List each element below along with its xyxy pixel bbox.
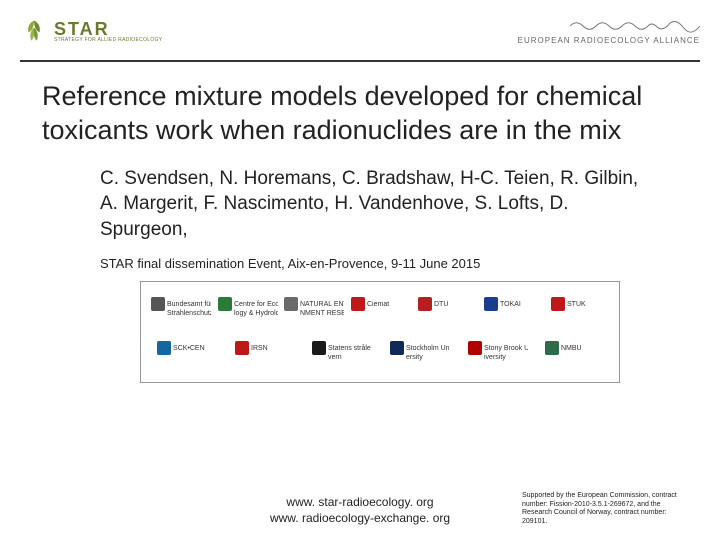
star-leaf-icon [20,17,48,45]
logos-row-2: SCK•CEN IRSN Statens stråle vern Stockholm U… [149,332,611,376]
svg-text:ersity: ersity [406,354,423,361]
partner-logo-statens: Statens stråle vern [304,332,378,376]
era-logo: EUROPEAN RADIOECOLOGY ALLIANCE [518,17,700,45]
partner-logo-stuk: STUK [548,288,611,332]
partner-logo-stonybrook: Stony Brook Un iversity [460,332,534,376]
partner-logo-sck: SCK•CEN [149,332,223,376]
svg-text:Stony Brook Un: Stony Brook Un [484,345,528,352]
partner-logo-nmbu: NMBU [537,332,611,376]
svg-text:vern: vern [328,354,342,361]
svg-text:DTU: DTU [434,301,448,308]
svg-text:SCK•CEN: SCK•CEN [173,345,205,352]
partner-logo-irsn: IRSN [227,332,301,376]
svg-text:NMBU: NMBU [561,345,582,352]
star-logo: STAR STRATEGY FOR ALLIED RADIOECOLOGY [20,17,162,45]
svg-text:iversity: iversity [484,354,506,361]
svg-text:NATURAL ENVIRO: NATURAL ENVIRO [300,301,344,308]
partner-logo-tokai: TOKAI [482,288,545,332]
content: Reference mixture models developed for c… [0,62,720,383]
page-title: Reference mixture models developed for c… [42,80,678,148]
partner-logo-ceh: Centre for Eco logy & Hydrology [216,288,279,332]
authors: C. Svendsen, N. Horemans, C. Bradshaw, H… [42,166,678,243]
funding-text: Supported by the European Commission, co… [522,492,692,526]
svg-text:Bundesamt für: Bundesamt für [167,301,211,308]
partner-logo-bfs: Bundesamt für Strahlenschutz [149,288,212,332]
header: STAR STRATEGY FOR ALLIED RADIOECOLOGY EU… [0,0,720,60]
svg-text:Strahlenschutz: Strahlenschutz [167,310,211,317]
svg-text:IRSN: IRSN [251,345,268,352]
footer: www. star-radioecology. org www. radioec… [0,494,720,526]
event-info: STAR final dissemination Event, Aix-en-P… [42,256,678,271]
partner-logo-dtu: DTU [415,288,478,332]
svg-text:Statens stråle: Statens stråle [328,344,371,352]
svg-text:STUK: STUK [567,301,586,308]
partner-logo-ciemat: Ciemat [349,288,412,332]
svg-text:Centre for Eco: Centre for Eco [234,301,278,308]
partner-logo-nerc: NATURAL ENVIRO NMENT RESEARCH C [282,288,345,332]
star-logo-text: STAR [54,20,162,38]
svg-text:TOKAI: TOKAI [500,301,521,308]
era-wave-icon [570,17,700,35]
era-logo-text: EUROPEAN RADIOECOLOGY ALLIANCE [518,37,700,45]
svg-text:Stockholm Univ: Stockholm Univ [406,345,450,352]
partner-logo-stockholm: Stockholm Univ ersity [382,332,456,376]
svg-text:Ciemat: Ciemat [367,301,389,308]
partner-logos-grid: Bundesamt für StrahlenschutzCentre for E… [140,281,620,383]
svg-text:NMENT RESEARCH C: NMENT RESEARCH C [300,310,344,317]
star-logo-subtext: STRATEGY FOR ALLIED RADIOECOLOGY [54,38,162,43]
logos-row-1: Bundesamt für StrahlenschutzCentre for E… [149,288,611,332]
svg-text:logy & Hydrology: logy & Hydrology [234,310,278,317]
